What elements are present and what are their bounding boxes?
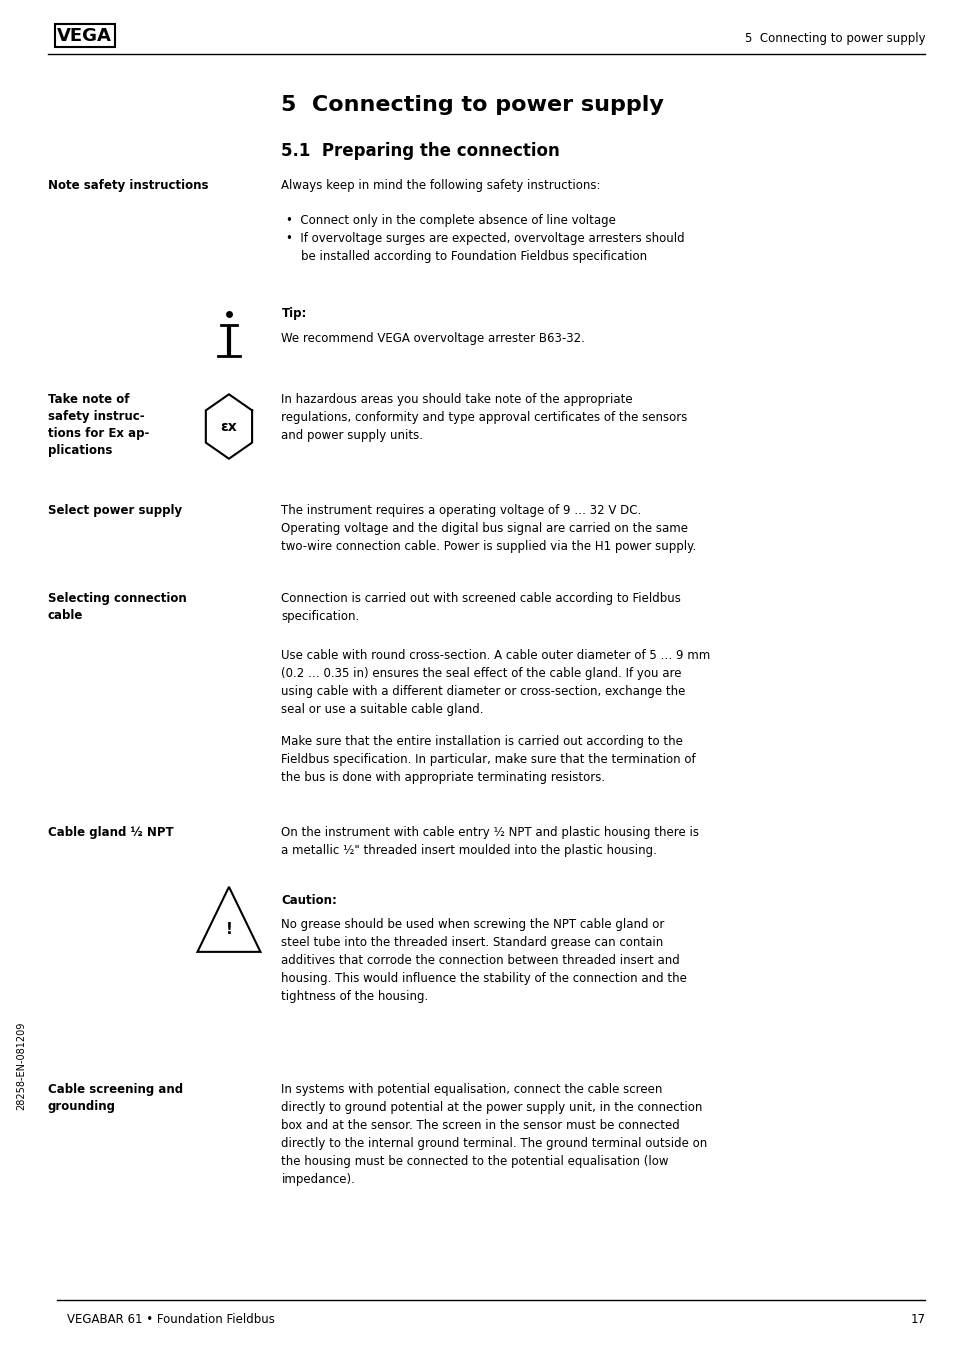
Text: Always keep in mind the following safety instructions:: Always keep in mind the following safety… [281, 179, 600, 192]
Text: The instrument requires a operating voltage of 9 … 32 V DC.
Operating voltage an: The instrument requires a operating volt… [281, 504, 696, 552]
Text: Caution:: Caution: [281, 894, 337, 907]
Text: Make sure that the entire installation is carried out according to the
Fieldbus : Make sure that the entire installation i… [281, 735, 696, 784]
Text: Tip:: Tip: [281, 307, 307, 321]
Text: Use cable with round cross-section. A cable outer diameter of 5 … 9 mm
(0.2 … 0.: Use cable with round cross-section. A ca… [281, 649, 710, 715]
Text: 5  Connecting to power supply: 5 Connecting to power supply [281, 95, 663, 115]
Text: In systems with potential equalisation, connect the cable screen
directly to gro: In systems with potential equalisation, … [281, 1083, 707, 1186]
Text: Take note of
safety instruc-
tions for Ex ap-
plications: Take note of safety instruc- tions for E… [48, 393, 149, 456]
Text: Note safety instructions: Note safety instructions [48, 179, 208, 192]
Text: Cable gland ½ NPT: Cable gland ½ NPT [48, 826, 173, 839]
Text: εx: εx [220, 420, 237, 433]
Text: •  Connect only in the complete absence of line voltage
•  If overvoltage surges: • Connect only in the complete absence o… [286, 214, 684, 263]
Text: In hazardous areas you should take note of the appropriate
regulations, conformi: In hazardous areas you should take note … [281, 393, 687, 441]
Text: Selecting connection
cable: Selecting connection cable [48, 592, 186, 621]
Text: VEGABAR 61 • Foundation Fieldbus: VEGABAR 61 • Foundation Fieldbus [67, 1313, 274, 1327]
Text: 17: 17 [909, 1313, 924, 1327]
Text: Connection is carried out with screened cable according to Fieldbus
specificatio: Connection is carried out with screened … [281, 592, 680, 623]
Text: 5.1  Preparing the connection: 5.1 Preparing the connection [281, 142, 559, 160]
Text: Select power supply: Select power supply [48, 504, 182, 517]
Text: !: ! [225, 922, 233, 937]
Text: 5  Connecting to power supply: 5 Connecting to power supply [744, 31, 924, 45]
Text: 28258-EN-081209: 28258-EN-081209 [16, 1022, 26, 1110]
Text: No grease should be used when screwing the NPT cable gland or
steel tube into th: No grease should be used when screwing t… [281, 918, 686, 1003]
Text: On the instrument with cable entry ½ NPT and plastic housing there is
a metallic: On the instrument with cable entry ½ NPT… [281, 826, 699, 857]
Text: VEGA: VEGA [57, 27, 112, 45]
Text: We recommend VEGA overvoltage arrester B63-32.: We recommend VEGA overvoltage arrester B… [281, 332, 585, 345]
Text: Cable screening and
grounding: Cable screening and grounding [48, 1083, 183, 1113]
